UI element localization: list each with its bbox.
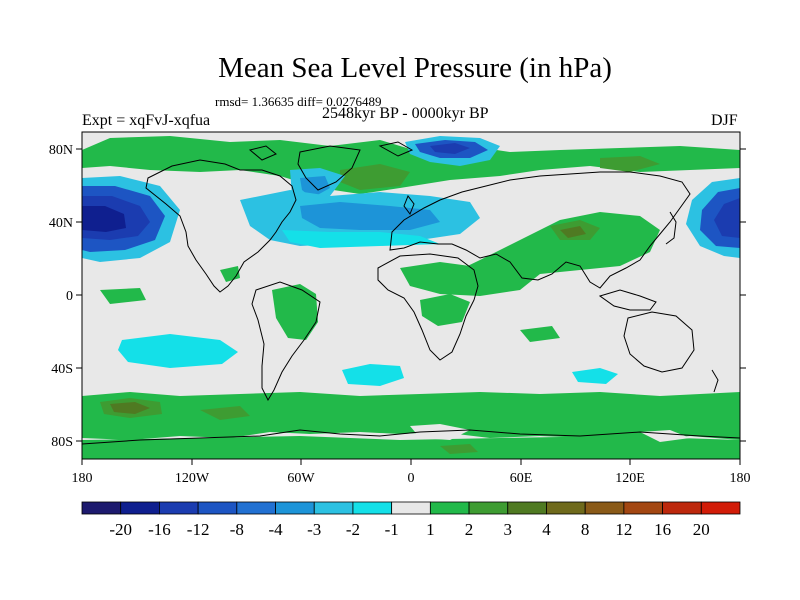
lat-label-40n: 40N xyxy=(49,216,73,231)
coastline-south-america xyxy=(251,281,321,402)
lat-label-80n: 80N xyxy=(49,143,73,158)
south-atlantic-low xyxy=(342,364,404,386)
lon-label-180e: 180 xyxy=(730,471,751,486)
colorbar xyxy=(81,501,741,515)
coastline-eurasia xyxy=(389,171,691,289)
colorbar-box xyxy=(623,501,663,515)
coastline-north-america xyxy=(145,159,297,293)
coastline-new-zealand xyxy=(711,369,719,393)
colorbar-box xyxy=(429,501,470,515)
colorbar-label: -4 xyxy=(268,520,283,539)
atlantic-negative-core xyxy=(300,202,440,230)
colorbar-label: 16 xyxy=(654,520,671,539)
pressure-anomaly-field xyxy=(82,136,740,459)
lon-label-0: 0 xyxy=(408,471,415,486)
colorbar-label: -8 xyxy=(230,520,244,539)
southern-ocean-core xyxy=(200,406,250,420)
south-pacific-low xyxy=(118,334,238,368)
coastline-antarctica xyxy=(82,429,740,445)
colorbar-box xyxy=(700,501,741,515)
rmsd-diff-stats: rmsd= 1.36635 diff= 0.0276489 xyxy=(215,94,382,109)
map-title: Mean Sea Level Pressure (in hPa) xyxy=(218,52,612,84)
pacific-low-west-deep xyxy=(82,206,126,232)
colorbar-box xyxy=(584,501,625,515)
atlantic-cyan-fringe xyxy=(282,230,440,248)
tropical-green-patch xyxy=(272,284,318,340)
colorbar-labels: -20 -16 -12 -8 -4 -3 -2 -1 1 2 3 4 8 12 16 20 xyxy=(109,520,709,539)
arctic-low-deep xyxy=(430,143,470,154)
colorbar-box xyxy=(662,501,702,515)
colorbar-box xyxy=(468,501,509,515)
lat-label-40s: 40S xyxy=(51,362,73,377)
lon-label-60w: 60W xyxy=(287,471,315,486)
colorbar-label: -20 xyxy=(109,520,132,539)
lon-tick-marks xyxy=(81,459,741,465)
saharan-band xyxy=(400,262,540,296)
coastline-australia xyxy=(623,311,695,373)
colorbar-box xyxy=(507,501,547,515)
coastline-maritime-asia xyxy=(598,289,657,311)
colorbar-label: 12 xyxy=(615,520,632,539)
lat-label-0: 0 xyxy=(66,289,73,304)
colorbar-label: 3 xyxy=(504,520,513,539)
colorbar-label: 2 xyxy=(465,520,474,539)
colorbar-label: 1 xyxy=(426,520,435,539)
antarctic-darker-patch xyxy=(440,444,478,454)
colorbar-box xyxy=(159,501,199,515)
indian-ocean-low xyxy=(572,368,618,384)
colorbar-box xyxy=(120,501,160,515)
coastline-uk xyxy=(403,194,415,216)
asian-high xyxy=(455,212,660,280)
colorbar-box xyxy=(197,501,238,515)
season-label: DJF xyxy=(711,112,738,129)
antarctic-cyan-gap xyxy=(410,424,470,440)
coastlines xyxy=(82,141,740,445)
tropical-green-patch xyxy=(100,288,146,304)
colorbar-box xyxy=(313,501,354,515)
colorbar-label: -1 xyxy=(385,520,399,539)
coastline-africa xyxy=(377,253,479,361)
colorbar-label: 8 xyxy=(581,520,590,539)
antarctic-band xyxy=(82,436,740,459)
asian-high-inner xyxy=(560,226,586,238)
coastline-greenland xyxy=(297,145,361,191)
coastline-japan xyxy=(665,211,677,245)
colorbar-label: 4 xyxy=(542,520,551,539)
pacific-low-east-core xyxy=(714,198,740,238)
colorbar-label: -3 xyxy=(307,520,321,539)
colorbar-label: -16 xyxy=(148,520,171,539)
colorbar-box xyxy=(81,501,122,515)
lat-tick-marks xyxy=(76,148,746,442)
lon-label-180w: 180 xyxy=(72,471,93,486)
colorbar-box xyxy=(236,501,276,515)
coastline-arctic-islands xyxy=(378,141,414,157)
colorbar-label: -12 xyxy=(187,520,210,539)
southern-ocean-inner xyxy=(110,402,150,414)
tropical-green-patch xyxy=(420,294,470,326)
coastline-arctic-islands xyxy=(248,145,277,161)
colorbar-label: -2 xyxy=(346,520,360,539)
colorbar-box xyxy=(352,501,393,515)
colorbar-box xyxy=(546,501,586,515)
experiment-label: Expt = xqFvJ-xqfua xyxy=(82,112,211,129)
indian-ocean-green xyxy=(520,326,560,342)
time-period-label: 2548kyr BP - 0000kyr BP xyxy=(322,105,489,122)
lon-label-120e: 120E xyxy=(615,471,645,486)
arctic-darker-patch xyxy=(340,164,410,190)
lon-label-120w: 120W xyxy=(175,471,210,486)
arctic-positive-band xyxy=(82,136,740,194)
lat-label-80s: 80S xyxy=(51,435,73,450)
arctic-darker-patch xyxy=(600,156,660,172)
colorbar-box xyxy=(391,501,431,515)
southern-ocean-high xyxy=(82,392,740,440)
colorbar-box xyxy=(275,501,315,515)
lon-label-60e: 60E xyxy=(510,471,533,486)
colorbar-label: 20 xyxy=(693,520,710,539)
